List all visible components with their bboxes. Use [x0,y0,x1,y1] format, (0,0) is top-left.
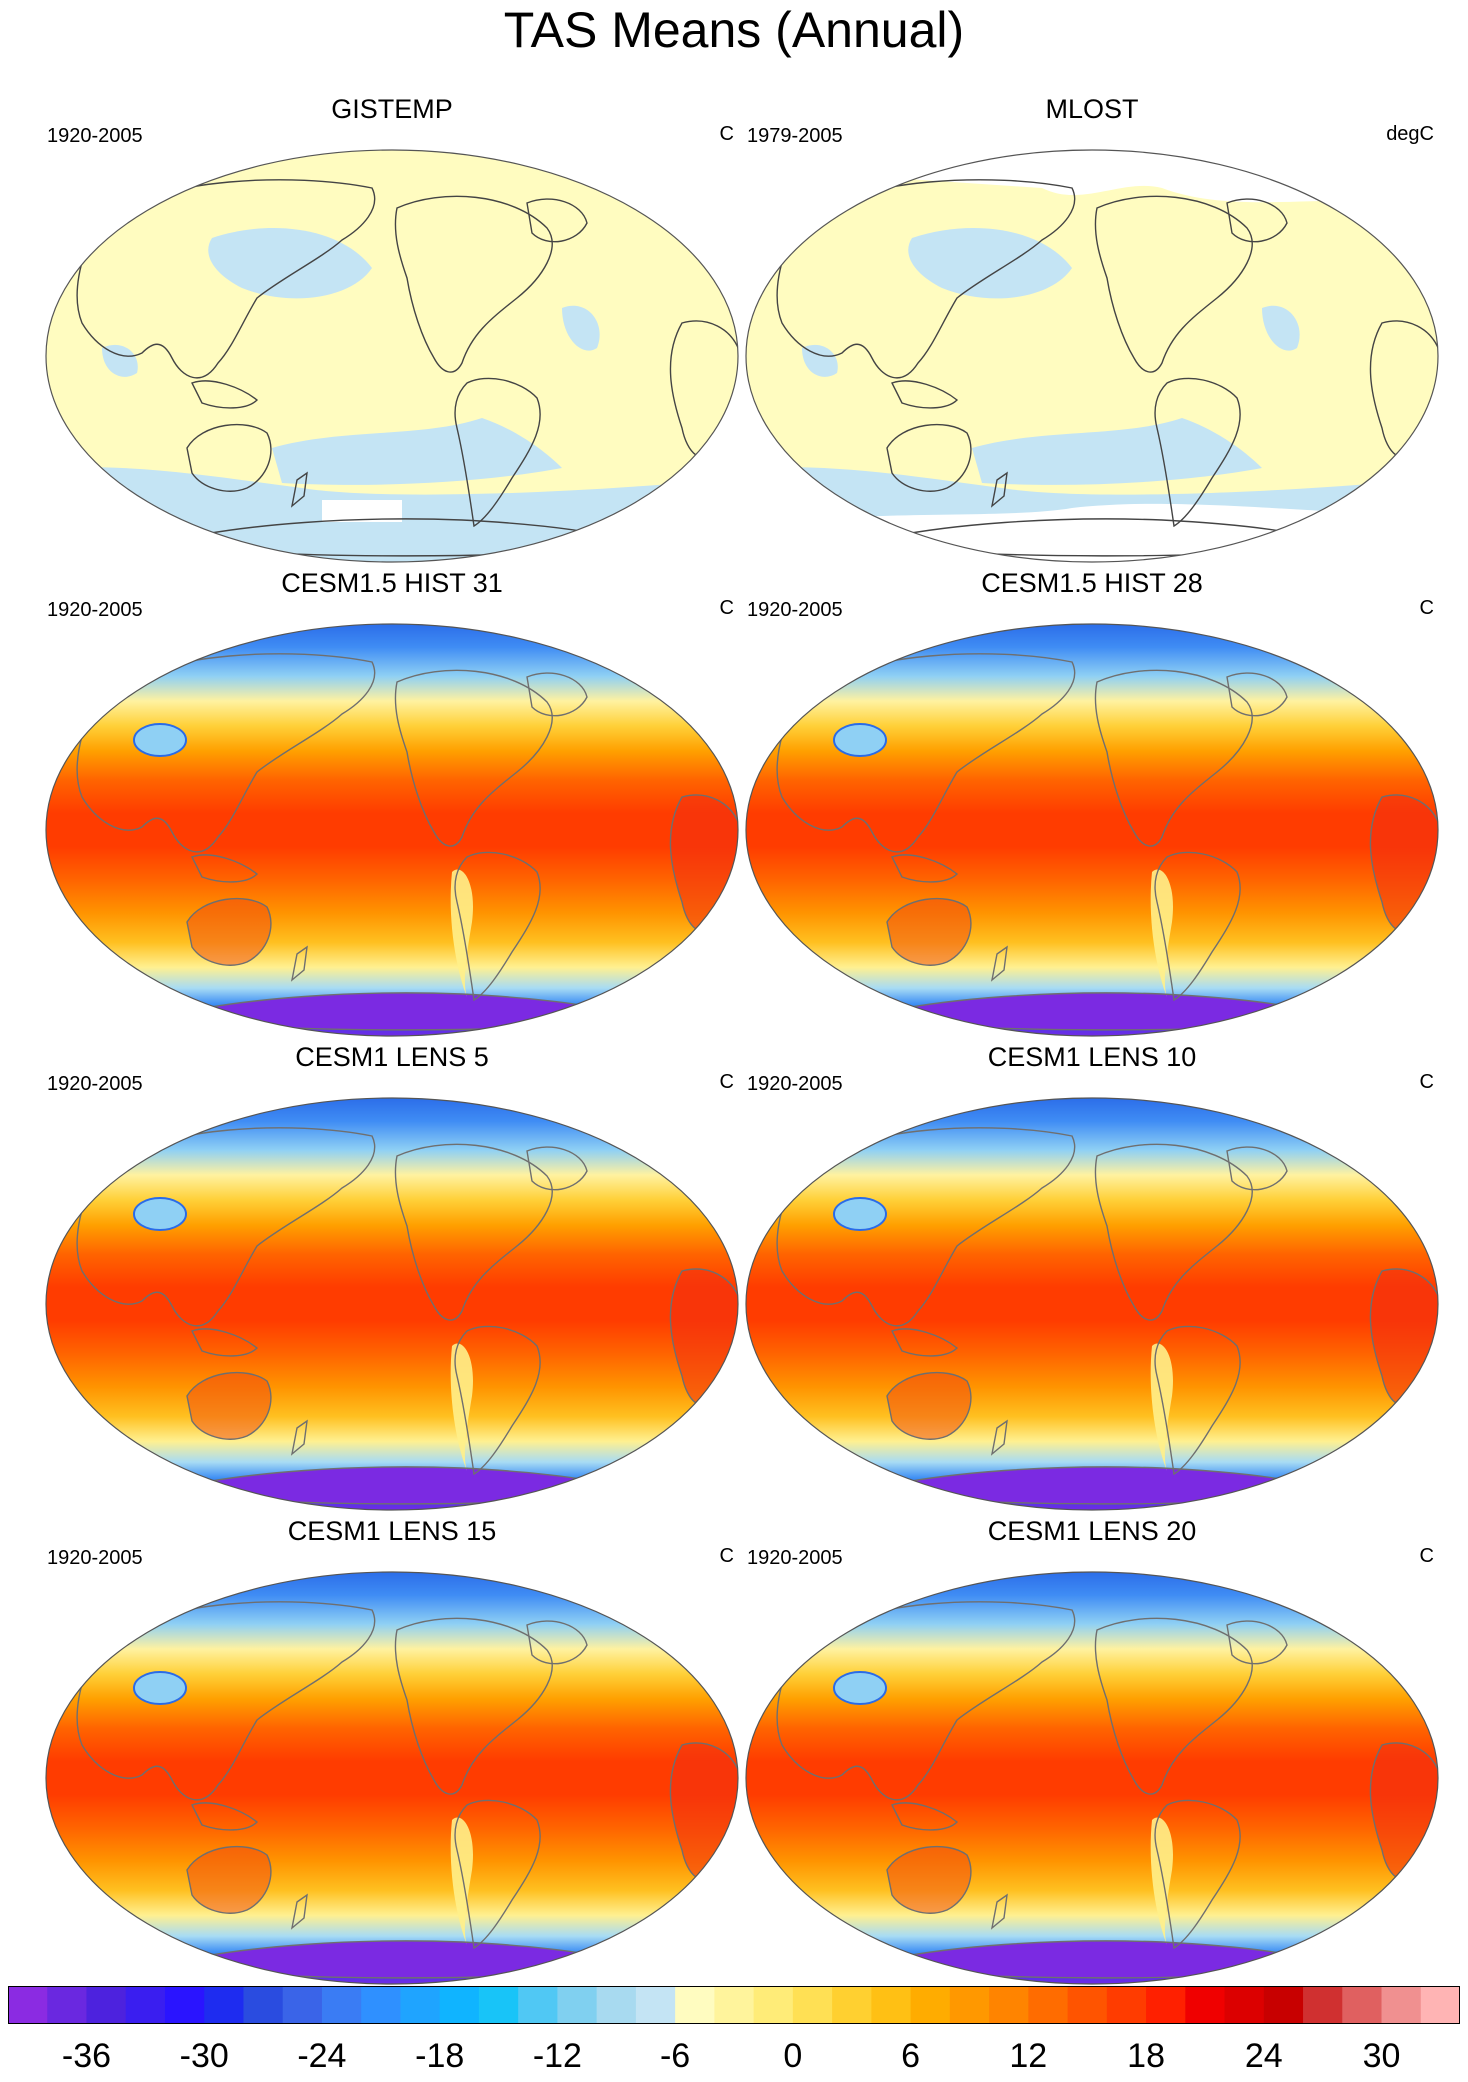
panel-years: 1920-2005 [47,125,143,147]
panel-title: CESM1.5 HIST 31 [281,568,503,598]
world-map [45,623,739,1037]
panel-title: CESM1 LENS 10 [987,1042,1197,1072]
colorbar-tick-label: -18 [415,2037,465,2075]
colorbar-swatch [596,1986,637,2024]
panel-title: CESM1 LENS 20 [987,1516,1197,1546]
panel-title: CESM1 LENS 15 [287,1516,497,1546]
panel-years: 1920-2005 [47,1073,143,1095]
world-map [45,1097,739,1511]
colorbar-swatch [518,1986,558,2024]
panel-cesm1-lens-15: CESM1 LENS 15 1920-2005 C [42,1516,742,1986]
world-map [45,149,739,563]
colorbar-swatch [910,1986,951,2024]
panel-unit: C [719,1545,734,1567]
colorbar-swatch [1420,1986,1460,2024]
colorbar-tick-label: -30 [179,2037,229,2075]
colorbar-swatch [361,1986,401,2024]
colorbar-swatch [635,1986,676,2024]
colorbar [8,1986,1460,2024]
panel-years: 1920-2005 [747,1073,843,1095]
colorbar-swatch [1185,1986,1226,2024]
world-map [745,623,1439,1037]
panel-cesm15-hist-28: CESM1.5 HIST 28 1920-2005 C [742,568,1442,1038]
colorbar-swatch [675,1986,715,2024]
colorbar-swatch [1224,1986,1265,2024]
colorbar-swatch [1106,1986,1147,2024]
panel-years: 1979-2005 [747,125,843,147]
colorbar-swatch [1067,1986,1108,2024]
colorbar-swatch [832,1986,872,2024]
colorbar-swatch [1303,1986,1343,2024]
colorbar-tick-label: -6 [659,2037,691,2075]
colorbar-swatch [125,1986,166,2024]
colorbar-tick-label: 12 [1009,2037,1048,2075]
colorbar-swatch [478,1986,519,2024]
panel-cesm1-lens-5: CESM1 LENS 5 1920-2005 C [42,1042,742,1512]
panel-unit: C [1419,1545,1434,1567]
panel-cesm1-lens-20: CESM1 LENS 20 1920-2005 C [742,1516,1442,1986]
colorbar-swatch [949,1986,990,2024]
world-map [745,149,1439,563]
panel-title: CESM1 LENS 5 [295,1042,489,1072]
colorbar-swatch [1263,1986,1304,2024]
panel-cesm1-lens-10: CESM1 LENS 10 1920-2005 C [742,1042,1442,1512]
colorbar-swatch [400,1986,441,2024]
colorbar-swatch [714,1986,755,2024]
colorbar-swatch [243,1986,284,2024]
panel-years: 1920-2005 [47,1547,143,1569]
panel-unit: C [719,1071,734,1093]
colorbar-swatch [282,1986,323,2024]
colorbar-tick-label: 30 [1362,2037,1401,2075]
colorbar-tick-label: 24 [1244,2037,1283,2075]
panel-title: GISTEMP [331,94,453,124]
colorbar-swatch [871,1986,912,2024]
colorbar-swatch [47,1986,87,2024]
colorbar-swatch [8,1986,48,2024]
colorbar-swatch [989,1986,1029,2024]
colorbar-swatch [792,1986,833,2024]
figure-title: TAS Means (Annual) [503,2,965,58]
colorbar-swatch [321,1986,362,2024]
colorbar-tick-label: -24 [297,2037,347,2075]
panel-unit: C [719,123,734,145]
panel-title: CESM1.5 HIST 28 [981,568,1203,598]
colorbar-tick-label: 6 [901,2037,921,2075]
colorbar-tick-label: -36 [61,2037,112,2075]
colorbar-tick-label: 0 [783,2037,803,2075]
colorbar-swatch [204,1986,244,2024]
panel-years: 1920-2005 [747,599,843,621]
panel-years: 1920-2005 [47,599,143,621]
world-map [45,1571,739,1985]
panel-unit: C [1419,1071,1434,1093]
world-map [745,1097,1439,1511]
colorbar-swatch [1342,1986,1383,2024]
colorbar-swatch [1146,1986,1186,2024]
colorbar-swatch [164,1986,205,2024]
colorbar-tick-label: 18 [1127,2037,1166,2075]
panel-unit: C [1419,597,1434,619]
colorbar-tick-label: -12 [532,2037,582,2075]
colorbar-swatch [1028,1986,1069,2024]
panel-title: MLOST [1045,94,1139,124]
colorbar-swatch [439,1986,480,2024]
colorbar-swatch [1381,1986,1422,2024]
world-map [745,1571,1439,1985]
colorbar-swatch [86,1986,127,2024]
colorbar-swatch [753,1986,794,2024]
panel-years: 1920-2005 [747,1547,843,1569]
panel-mlost: MLOST 1979-2005 degC [742,94,1442,564]
panel-gistemp: GISTEMP 1920-2005 C [42,94,742,564]
panel-unit: C [719,597,734,619]
colorbar-swatch [557,1986,598,2024]
panel-cesm15-hist-31: CESM1.5 HIST 31 1920-2005 C [42,568,742,1038]
panel-unit: degC [1386,123,1434,145]
